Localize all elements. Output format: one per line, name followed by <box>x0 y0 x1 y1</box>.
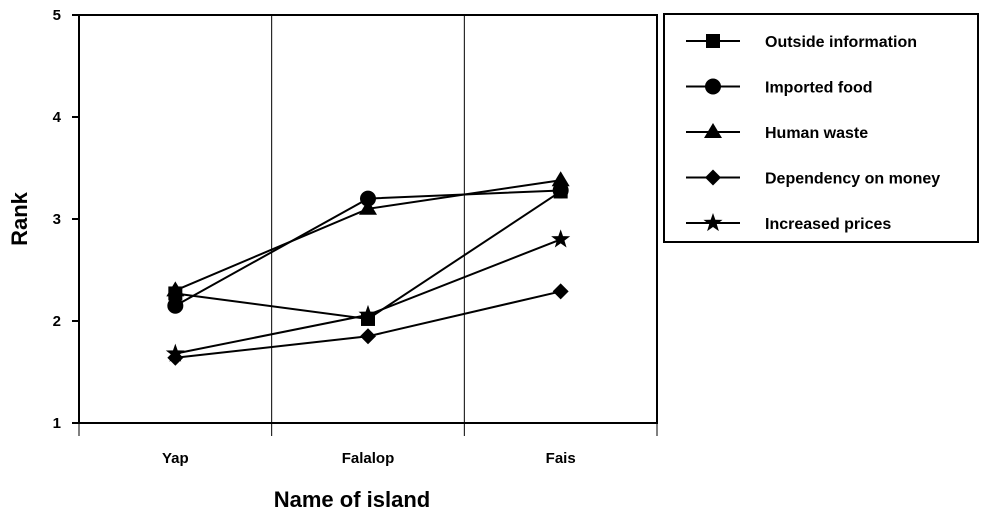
legend-label: Increased prices <box>765 216 891 233</box>
legend-item: Dependency on money <box>686 169 940 188</box>
legend-item: Human waste <box>686 123 868 142</box>
data-point <box>359 199 377 215</box>
data-point <box>166 281 185 297</box>
legend-label: Imported food <box>765 80 873 97</box>
legend-box <box>663 13 979 243</box>
series-human-waste <box>166 171 570 297</box>
y-tick-label: 2 <box>53 313 61 330</box>
x-tick-label: Fais <box>546 450 576 467</box>
legend-label: Human waste <box>765 125 868 142</box>
plot-border <box>78 14 658 424</box>
data-point <box>552 283 569 300</box>
legend-label: Outside information <box>765 34 917 51</box>
series-increased-prices <box>165 229 571 362</box>
legend-marker <box>704 123 722 138</box>
legend-marker <box>703 213 723 232</box>
x-tick-label: Yap <box>162 450 189 467</box>
data-point <box>552 182 569 199</box>
data-point <box>165 343 185 362</box>
legend: Outside information Imported food Human wa… <box>663 13 979 243</box>
data-point <box>551 171 570 187</box>
y-tick-label: 4 <box>53 109 62 126</box>
plot-area <box>78 14 658 424</box>
legend-item: Outside information <box>686 34 917 51</box>
x-tick-label: Falalop <box>342 450 395 467</box>
x-axis-title: Name of island <box>274 487 430 512</box>
legend-marker <box>706 34 720 48</box>
y-tick-label: 5 <box>53 7 61 24</box>
data-point <box>551 229 571 248</box>
legend-item: Imported food <box>686 78 873 97</box>
y-axis-title: Rank <box>7 191 32 246</box>
y-tick-label: 3 <box>53 211 61 228</box>
series-group <box>165 171 571 366</box>
legend-item: Increased prices <box>686 213 891 233</box>
series-imported-food <box>167 182 569 314</box>
data-point <box>360 328 376 345</box>
data-point <box>360 190 376 207</box>
data-point <box>358 304 378 323</box>
y-axis: 1 2 3 4 5 <box>53 7 79 432</box>
legend-marker <box>705 78 721 95</box>
x-axis: Yap Falalop Fais <box>78 423 658 467</box>
legend-label: Dependency on money <box>765 171 940 188</box>
data-point <box>167 297 184 314</box>
legend-marker <box>705 169 721 186</box>
y-tick-label: 1 <box>53 415 61 432</box>
category-separators <box>271 15 465 423</box>
